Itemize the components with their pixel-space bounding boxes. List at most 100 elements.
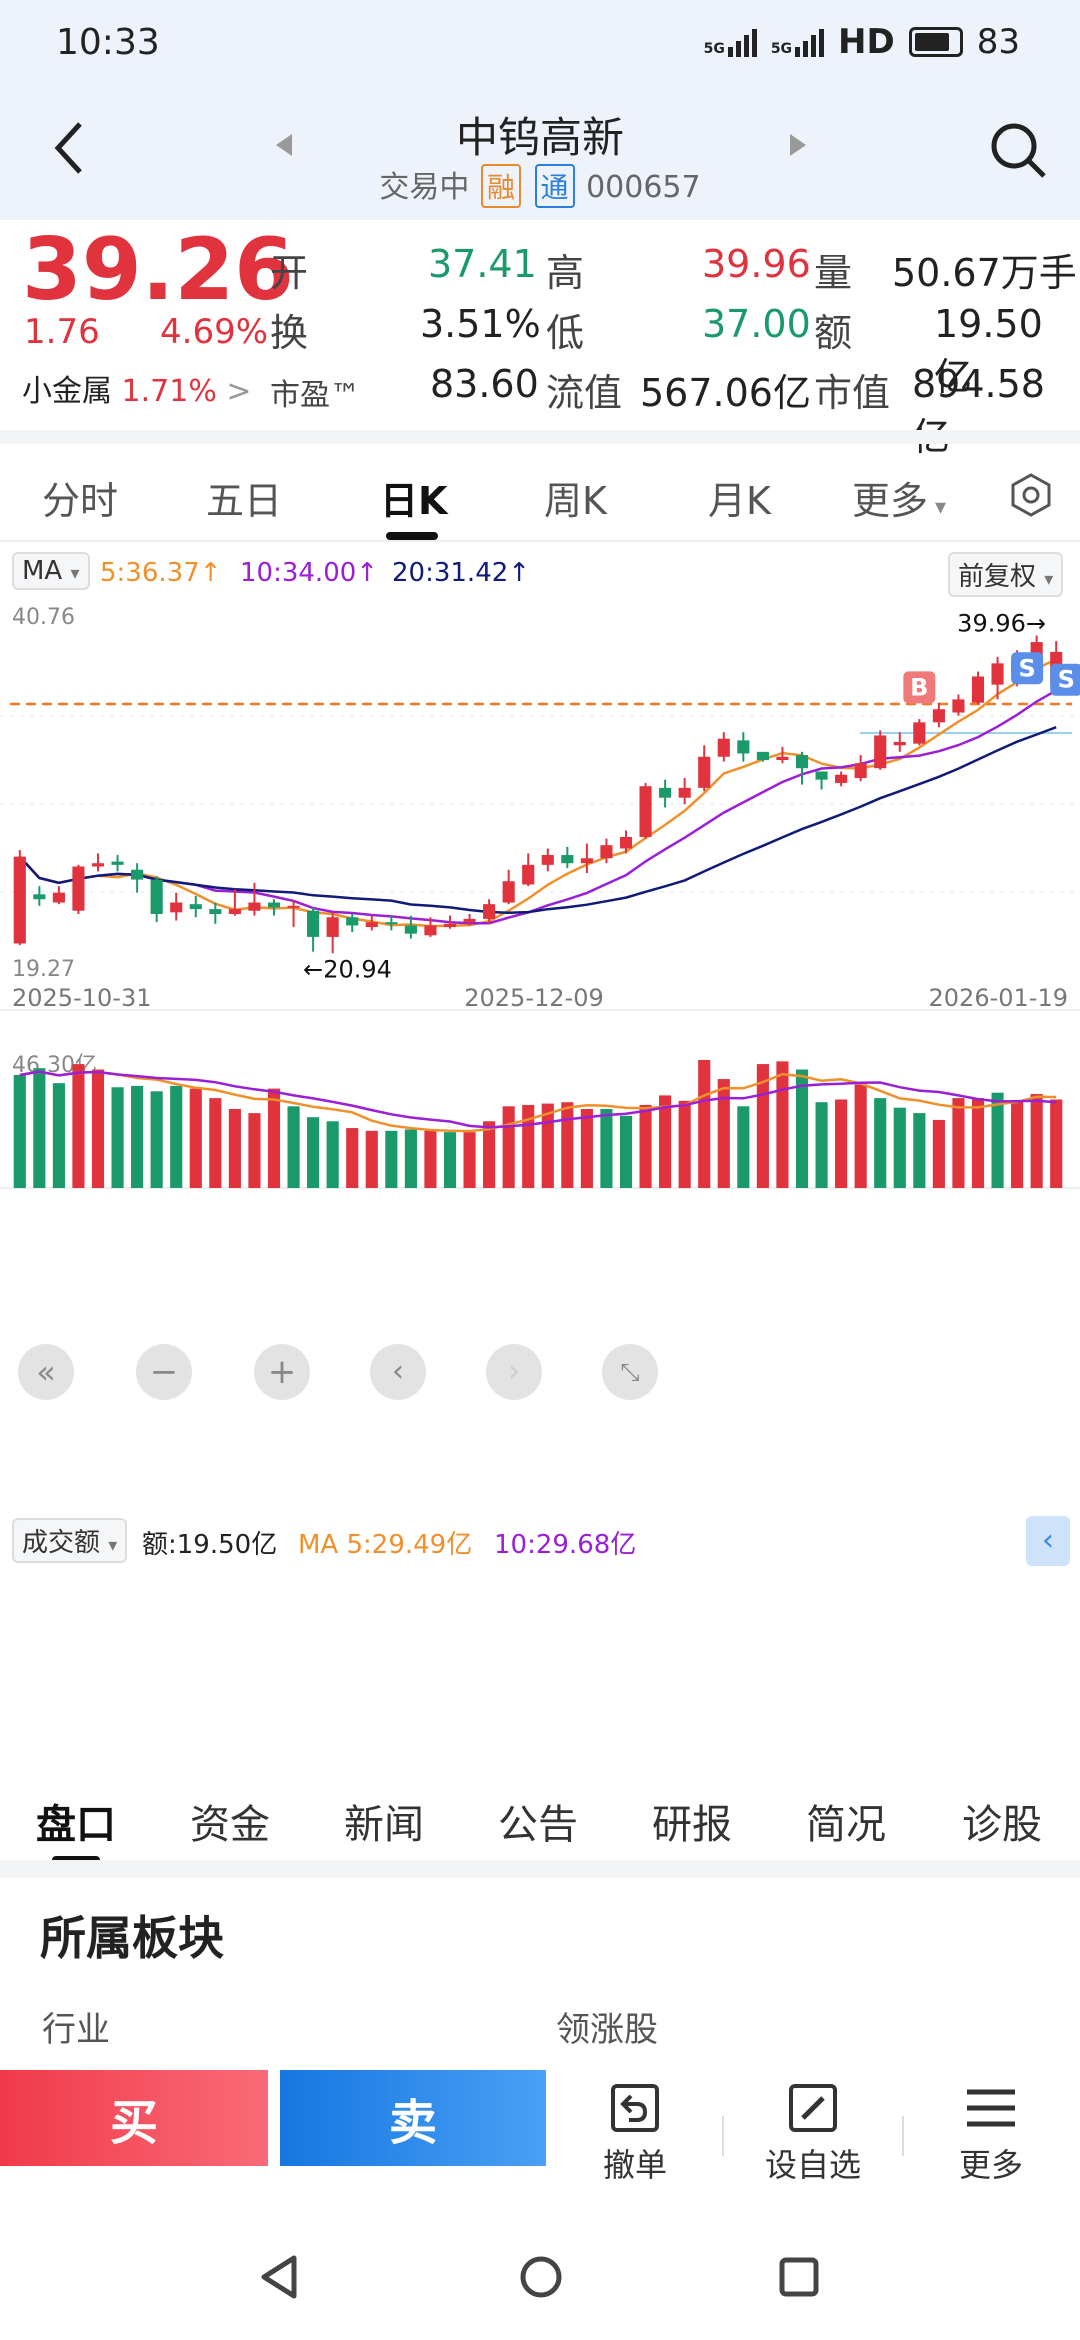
tab-daily-k[interactable]: 日K [380,479,448,523]
ma-selector[interactable]: MA ▾ [12,552,90,590]
volume-bar [815,1102,828,1188]
candle-body [619,837,633,849]
next-stock-icon[interactable] [786,130,810,160]
volume-ma-bar: 成交额 ▾ 额:19.50亿 MA 5:29.49亿 10:29.68亿 ‹ [0,1516,1080,1566]
chart-settings-icon[interactable] [1008,472,1054,518]
candle-body [209,909,222,914]
high-label: 高 [546,251,585,295]
scroll-left-icon[interactable]: ‹ [370,1344,426,1400]
volume-bar [893,1107,906,1188]
volume-bar [287,1106,300,1188]
volume-bar [13,1074,26,1188]
tab-weekly-k[interactable]: 周K [544,479,607,523]
y-axis-top-label: 40.76 [12,605,75,630]
turnover-label: 换 [270,311,309,355]
volume-bar [72,1064,85,1188]
sell-signal-marker [1050,663,1080,696]
price-change-pct: 4.69% [160,312,269,352]
volume-bar [33,1068,46,1188]
hd-indicator: HD [838,22,895,62]
more-button[interactable]: 更多 [916,2070,1066,2186]
fullscreen-icon[interactable]: ⤡ [602,1344,658,1400]
volume-value: 50.67万手 [892,251,1077,295]
search-icon[interactable] [988,120,1048,180]
float-cap-label: 流值 [546,371,623,415]
volume-bar [1030,1094,1043,1188]
volume-bar [228,1109,241,1188]
tab-monthly-k[interactable]: 月K [708,479,771,523]
tab-research[interactable]: 研报 [652,1802,732,1848]
add-watchlist-label: 设自选 [764,2146,861,2184]
candle-body [404,925,417,934]
stock-name: 中钨高新 [455,113,624,162]
volume-bar [91,1069,105,1188]
volume-bar [502,1106,515,1188]
volume-bar [971,1098,985,1188]
float-cap-value: 567.06亿 [640,371,811,415]
stock-code: 000657 [586,170,701,205]
cancel-order-button[interactable]: 撤单 [560,2070,710,2186]
candle-body [170,902,183,913]
nav-home-icon[interactable] [516,2252,566,2302]
volume-indicator-selector[interactable]: 成交额 ▾ [12,1518,128,1563]
candle-body [698,756,711,788]
battery-level: 83 [976,22,1020,62]
volume-bar [170,1085,183,1188]
tab-more[interactable]: 更多 ▾ [852,479,947,523]
collapse-panel-icon[interactable]: ‹ [1026,1516,1070,1566]
tab-orderbook[interactable]: 盘口 [36,1802,116,1848]
sector-link[interactable]: 小金属 1.71% > [22,366,252,410]
zoom-in-icon[interactable]: + [254,1344,310,1400]
candle-body [795,755,809,769]
candle-body [756,751,769,761]
zoom-out-all-icon[interactable]: « [18,1344,74,1400]
menu-icon [967,2089,1015,2127]
volume-bar [639,1104,652,1188]
signal-icon-1: 5G [704,27,757,57]
tab-five-day[interactable]: 五日 [206,479,283,523]
volume-bar [463,1132,476,1188]
scroll-right-icon[interactable]: › [486,1344,542,1400]
candle-body [267,902,281,908]
buy-button[interactable]: 买 [0,2070,268,2166]
candle-body [228,909,241,914]
tab-funds[interactable]: 资金 [190,1802,270,1848]
tab-profile[interactable]: 简况 [806,1802,886,1848]
max-price-label: 39.96→ [957,610,1046,638]
volume-ma10: 10:29.68亿 [494,1530,637,1560]
price-change: 1.76 [24,312,100,352]
volume-bar [835,1099,848,1188]
candle-body [150,879,163,914]
candle-body [991,663,1004,685]
volume-ma5-line [19,1070,1057,1133]
zoom-out-icon[interactable]: − [136,1344,192,1400]
status-time: 10:33 [56,22,160,63]
sector-pct: 1.71% [121,374,217,409]
candle-body [248,902,261,911]
candle-body [131,869,144,880]
volume-bar [52,1083,65,1188]
buy-signal-marker [903,671,936,704]
x-axis-tick-label: 2025-12-09 [464,984,603,1012]
volume-bar [717,1079,730,1188]
volume-bar [952,1098,965,1188]
tab-announcements[interactable]: 公告 [498,1802,578,1848]
volume-ma10-line [19,1070,1057,1129]
candle-body [463,918,476,923]
tab-news[interactable]: 新闻 [344,1802,424,1848]
tab-intraday[interactable]: 分时 [42,479,119,523]
nav-back-icon[interactable] [256,2252,300,2302]
add-watchlist-button[interactable]: 设自选 [738,2070,888,2186]
nav-recents-icon[interactable] [776,2254,822,2300]
volume-amount: 额:19.50亿 [142,1530,278,1560]
candle-body [287,905,300,908]
sell-button[interactable]: 卖 [280,2070,546,2166]
volume-bar [248,1113,261,1188]
candle-body [854,763,867,779]
prev-stock-icon[interactable] [272,130,296,160]
tab-diagnosis[interactable]: 诊股 [962,1802,1042,1848]
back-icon[interactable] [50,118,90,178]
status-bar: 10:33 5G 5G HD 83 [0,0,1080,100]
adjust-selector[interactable]: 前复权 ▾ [948,552,1064,597]
